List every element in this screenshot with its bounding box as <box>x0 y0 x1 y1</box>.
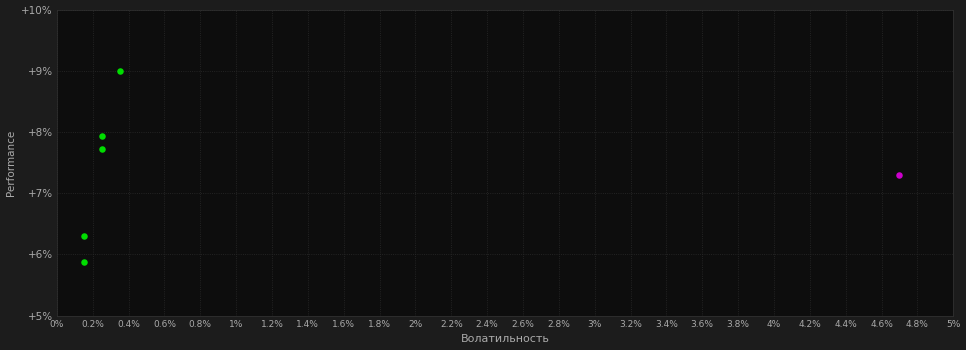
Point <box>76 233 92 239</box>
Y-axis label: Performance: Performance <box>6 130 15 196</box>
Point <box>94 146 109 152</box>
X-axis label: Волатильность: Волатильность <box>461 335 550 344</box>
Point <box>112 68 128 74</box>
Point <box>892 172 907 178</box>
Point <box>76 259 92 265</box>
Point <box>94 133 109 139</box>
